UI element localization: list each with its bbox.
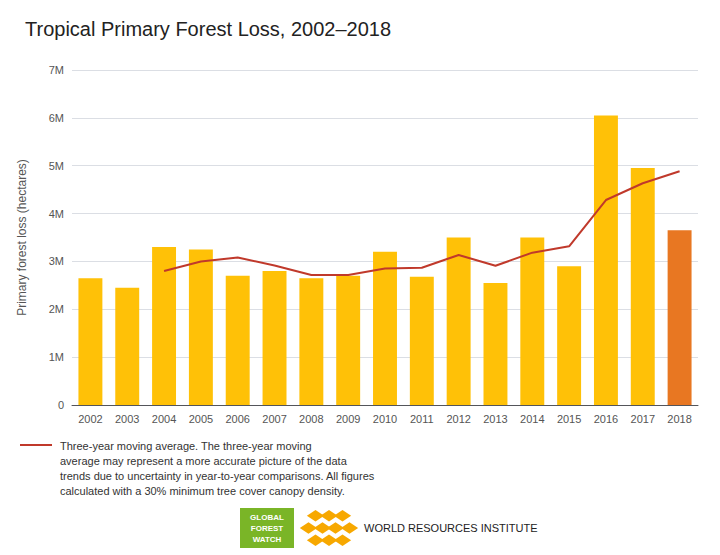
svg-text:2012: 2012 — [446, 413, 470, 425]
svg-text:2005: 2005 — [189, 413, 213, 425]
svg-text:2M: 2M — [49, 303, 64, 315]
svg-text:WATCH: WATCH — [253, 535, 282, 544]
svg-text:7M: 7M — [49, 64, 64, 76]
svg-text:2014: 2014 — [520, 413, 544, 425]
svg-text:2008: 2008 — [299, 413, 323, 425]
svg-text:4M: 4M — [49, 208, 64, 220]
svg-text:calculated with a 30% minimum: calculated with a 30% minimum tree cover… — [60, 485, 345, 497]
svg-text:2004: 2004 — [152, 413, 176, 425]
svg-text:5M: 5M — [49, 160, 64, 172]
svg-text:2011: 2011 — [410, 413, 434, 425]
svg-text:1M: 1M — [49, 351, 64, 363]
svg-text:trends due to uncertainty in y: trends due to uncertainty in year-to-yea… — [60, 470, 375, 482]
svg-text:2015: 2015 — [557, 413, 581, 425]
svg-text:0: 0 — [58, 399, 64, 411]
svg-text:GLOBAL: GLOBAL — [250, 513, 284, 522]
svg-text:Three-year moving average. The: Three-year moving average. The three-yea… — [60, 440, 312, 452]
svg-text:2002: 2002 — [78, 413, 102, 425]
svg-text:2013: 2013 — [483, 413, 507, 425]
svg-text:Tropical Primary Forest Loss,: Tropical Primary Forest Loss, 2002–2018 — [25, 18, 391, 40]
svg-text:2009: 2009 — [336, 413, 360, 425]
svg-text:3M: 3M — [49, 255, 64, 267]
svg-text:Primary forest loss (hectares): Primary forest loss (hectares) — [15, 159, 29, 316]
svg-text:2003: 2003 — [115, 413, 139, 425]
svg-text:2016: 2016 — [594, 413, 618, 425]
svg-text:average may represent a more a: average may represent a more accurate pi… — [60, 455, 348, 467]
svg-text:2018: 2018 — [667, 413, 691, 425]
svg-text:2006: 2006 — [225, 413, 249, 425]
svg-text:6M: 6M — [49, 112, 64, 124]
svg-text:2010: 2010 — [373, 413, 397, 425]
svg-text:WORLD RESOURCES INSTITUTE: WORLD RESOURCES INSTITUTE — [364, 522, 538, 534]
svg-text:2017: 2017 — [631, 413, 655, 425]
svg-text:2007: 2007 — [262, 413, 286, 425]
svg-text:FOREST: FOREST — [251, 524, 284, 533]
